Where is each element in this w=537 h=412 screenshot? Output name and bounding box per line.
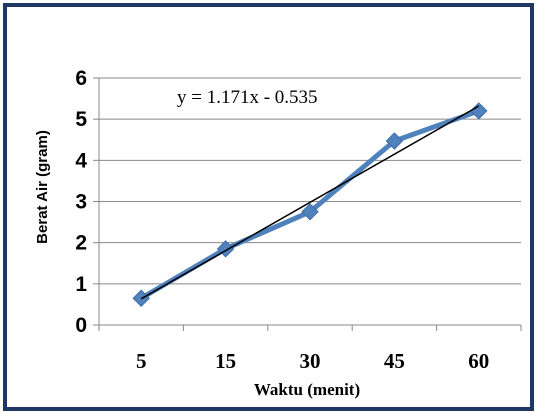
- data-point-marker: [385, 132, 404, 150]
- y-axis-ticks: 0 1 2 3 4 5 6: [75, 67, 99, 337]
- x-tick-label: 60: [468, 349, 489, 373]
- y-tick-label: 6: [75, 67, 87, 90]
- y-tick-label: 4: [75, 149, 87, 172]
- y-tick-label: 0: [75, 314, 87, 337]
- x-axis-ticks: 5 15 30 45 60: [98, 325, 522, 373]
- x-axis-label: Waktu (menit): [254, 380, 360, 399]
- y-axis-label: Berat Air (gram): [34, 130, 51, 244]
- x-tick-label: 30: [300, 349, 321, 373]
- x-tick-label: 45: [384, 349, 405, 373]
- x-tick-label: 5: [136, 349, 147, 373]
- gridlines: [99, 77, 521, 285]
- trendline-equation: y = 1.171x - 0.535: [177, 87, 318, 108]
- x-tick-label: 15: [215, 349, 236, 373]
- trendline-group: [140, 105, 480, 300]
- y-tick-label: 5: [75, 108, 87, 131]
- data-point-marker: [470, 102, 488, 120]
- data-series: [132, 102, 488, 307]
- y-tick-label: 1: [75, 273, 87, 296]
- trendline: [140, 105, 480, 300]
- y-tick-label: 2: [75, 232, 87, 255]
- data-point-marker: [301, 203, 319, 221]
- y-tick-label: 3: [75, 191, 87, 214]
